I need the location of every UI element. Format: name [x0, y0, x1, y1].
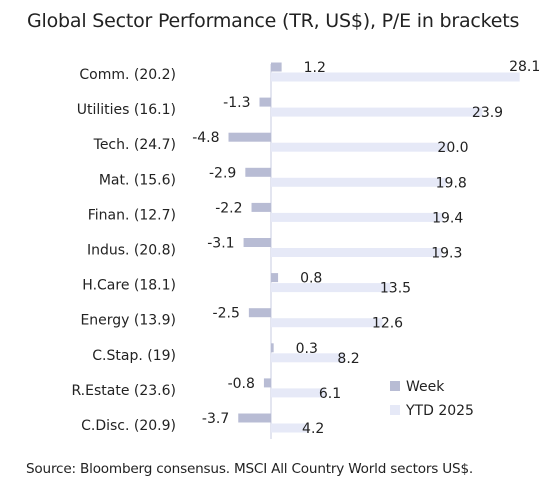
ytd-value-label: 28.1 — [509, 59, 540, 75]
category-label: Indus. (20.8) — [87, 243, 176, 259]
week-bar — [245, 167, 271, 177]
week-bar — [238, 413, 271, 423]
ytd-value-label: 20.0 — [437, 140, 468, 156]
week-bar — [251, 202, 271, 212]
legend-ytd-label: YTD 2025 — [405, 403, 474, 419]
week-value-label: 0.8 — [300, 271, 322, 287]
ytd-bar — [271, 283, 391, 293]
ytd-value-label: 23.9 — [472, 105, 503, 121]
category-label: R.Estate (23.6) — [71, 383, 176, 399]
category-label: C.Stap. (19) — [92, 348, 176, 364]
ytd-value-label: 4.2 — [302, 421, 324, 437]
legend-week-label: Week — [406, 379, 445, 395]
week-bar — [271, 62, 282, 72]
chart-title: Global Sector Performance (TR, US$), P/E… — [27, 10, 520, 32]
ytd-value-label: 6.1 — [319, 386, 341, 402]
ytd-bar — [271, 142, 448, 152]
week-value-label: -1.3 — [223, 95, 250, 111]
ytd-value-label: 13.5 — [380, 281, 411, 297]
ytd-bar — [271, 212, 443, 222]
ytd-bar — [271, 72, 520, 82]
category-label: Comm. (20.2) — [79, 67, 176, 83]
week-bar — [228, 132, 271, 142]
category-label: Mat. (15.6) — [99, 172, 176, 188]
week-bar — [271, 273, 279, 283]
ytd-bar — [271, 177, 447, 187]
week-value-label: -2.9 — [209, 165, 236, 181]
category-label: Utilities (16.1) — [77, 102, 176, 118]
ytd-value-label: 19.3 — [431, 246, 462, 262]
legend-week-swatch — [390, 381, 400, 391]
week-value-label: -2.5 — [213, 306, 240, 322]
ytd-bar — [271, 353, 344, 363]
ytd-bar — [271, 423, 309, 433]
ytd-bar — [271, 248, 442, 257]
category-label: Finan. (12.7) — [88, 207, 176, 223]
source-note: Source: Bloomberg consensus. MSCI All Co… — [26, 461, 474, 477]
week-value-label: -3.7 — [202, 411, 229, 427]
week-bar — [248, 308, 271, 318]
week-bar — [243, 238, 271, 247]
ytd-value-label: 19.4 — [432, 210, 463, 226]
week-value-label: -4.8 — [192, 130, 219, 146]
week-value-label: -0.8 — [228, 376, 255, 392]
week-bar — [263, 378, 271, 388]
legend-ytd-swatch — [390, 405, 400, 415]
ytd-bar — [271, 318, 383, 328]
week-value-label: 0.3 — [296, 341, 318, 357]
category-label: Tech. (24.7) — [93, 137, 176, 153]
ytd-value-label: 19.8 — [436, 175, 467, 191]
ytd-value-label: 8.2 — [337, 351, 359, 367]
week-value-label: -2.2 — [215, 200, 242, 216]
week-bar — [271, 343, 274, 353]
week-value-label: -3.1 — [207, 236, 234, 252]
ytd-bar — [271, 107, 483, 117]
category-label: Energy (13.9) — [80, 313, 176, 329]
ytd-value-label: 12.6 — [372, 316, 403, 332]
week-value-label: 1.2 — [304, 60, 326, 76]
category-label: C.Disc. (20.9) — [81, 418, 176, 434]
category-label: H.Care (18.1) — [82, 278, 176, 294]
week-bar — [259, 97, 271, 107]
ytd-bar — [271, 388, 325, 398]
